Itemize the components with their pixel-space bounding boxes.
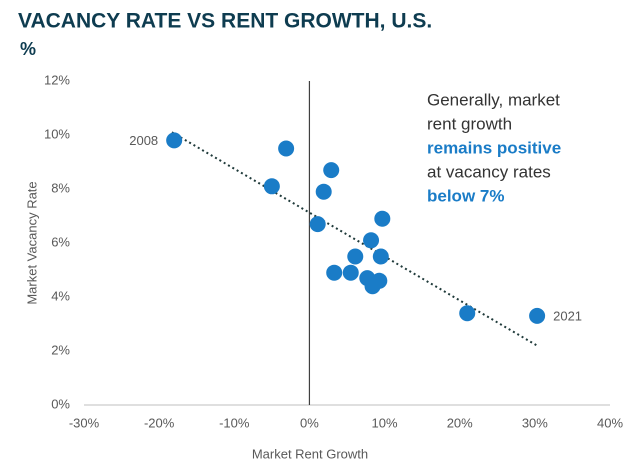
point [529, 307, 546, 324]
x-tick-label: 40% [597, 415, 623, 430]
x-tick-label: 20% [447, 415, 473, 430]
point [166, 132, 183, 149]
point [374, 210, 391, 227]
point [278, 140, 295, 157]
point [323, 162, 340, 179]
y-tick-label: 4% [51, 288, 70, 303]
x-tick-label: 10% [372, 415, 398, 430]
point [315, 183, 332, 200]
y-tick-label: 8% [51, 180, 70, 195]
point [363, 232, 380, 249]
x-tick-label: -10% [219, 415, 250, 430]
annotation-line: at vacancy rates [427, 162, 551, 181]
y-tick-label: 6% [51, 234, 70, 249]
annotation-line: rent growth [427, 114, 512, 133]
chart-subtitle: % [20, 39, 36, 59]
y-axis-label: Market Vacancy Rate [24, 181, 39, 304]
annotation-line: below 7% [427, 186, 504, 205]
x-tick-label: 0% [300, 415, 319, 430]
y-tick-label: 2% [51, 342, 70, 357]
point [342, 264, 359, 281]
point [326, 264, 343, 281]
point [347, 248, 364, 265]
y-tick-label: 12% [44, 72, 70, 87]
point [263, 178, 280, 195]
y-tick-label: 0% [51, 396, 70, 411]
point [309, 216, 326, 233]
point [364, 278, 381, 295]
trend-line [171, 131, 538, 347]
annotation-line: Generally, market [427, 90, 560, 109]
point [372, 248, 389, 265]
point [459, 305, 476, 322]
chart-title: VACANCY RATE VS RENT GROWTH, U.S. [18, 10, 432, 33]
y-tick-label: 10% [44, 126, 70, 141]
point-label: 2021 [553, 308, 582, 323]
point-label: 2008 [129, 133, 158, 148]
x-tick-label: 30% [522, 415, 548, 430]
x-axis-label: Market Rent Growth [252, 446, 368, 461]
annotation-line: remains positive [427, 138, 561, 157]
x-tick-label: -20% [144, 415, 175, 430]
x-tick-label: -30% [69, 415, 100, 430]
